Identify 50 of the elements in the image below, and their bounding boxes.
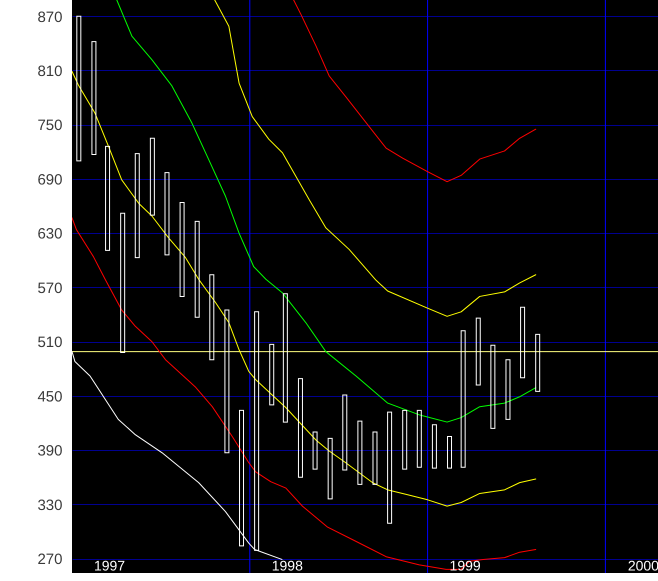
bar [402, 410, 408, 470]
line-series [293, 0, 536, 182]
bar [328, 438, 333, 500]
bar [505, 359, 510, 420]
y-tick-label: 810 [37, 62, 62, 80]
bar [490, 344, 496, 429]
bar [520, 306, 526, 378]
y-tick-label: 510 [37, 334, 62, 352]
bar [120, 212, 126, 353]
bar [447, 436, 452, 469]
bar [134, 153, 140, 258]
bar [460, 330, 466, 468]
bar [105, 146, 110, 251]
y-tick-label: 330 [37, 496, 62, 514]
bar [282, 293, 288, 423]
line-series [72, 70, 536, 507]
y-tick-label: 270 [37, 551, 62, 568]
bar [180, 202, 185, 297]
y-tick-label: 390 [37, 442, 62, 460]
x-tick-label: 2000 [628, 558, 658, 574]
bar [91, 41, 96, 156]
bar [269, 344, 274, 406]
x-tick-label: 1997 [94, 558, 126, 574]
bar [194, 220, 200, 318]
line-series [72, 217, 536, 570]
bar [387, 412, 392, 524]
bar [432, 424, 437, 469]
line-series [116, 0, 536, 423]
bar [298, 378, 303, 478]
bar [164, 172, 170, 256]
x-tick-label: 1998 [272, 558, 304, 574]
y-tick-label: 690 [37, 171, 62, 188]
bar [239, 410, 244, 546]
bar [76, 16, 82, 162]
bar [416, 410, 422, 468]
bar [357, 420, 362, 485]
bar [224, 310, 230, 454]
bar [312, 432, 318, 470]
y-tick-label: 750 [37, 117, 62, 134]
bar [150, 138, 155, 216]
bar [372, 432, 378, 485]
bar [209, 274, 214, 360]
y-tick-label: 870 [37, 8, 62, 26]
y-tick-label: 570 [37, 280, 62, 297]
line-series [214, 0, 536, 317]
y-tick-label: 630 [37, 226, 62, 243]
bar [535, 334, 540, 392]
bar [342, 394, 348, 470]
y-tick-label: 450 [37, 388, 62, 406]
bar [476, 318, 481, 386]
